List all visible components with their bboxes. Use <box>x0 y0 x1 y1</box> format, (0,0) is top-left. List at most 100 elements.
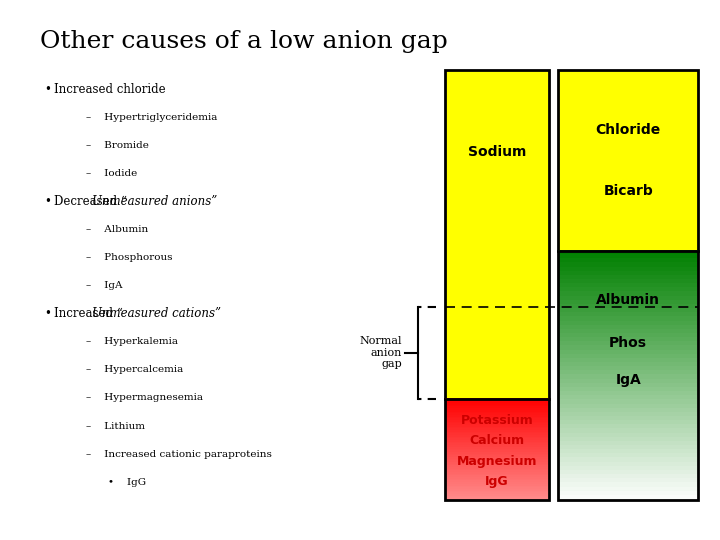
Text: –    Increased cationic paraproteins: – Increased cationic paraproteins <box>86 450 272 458</box>
Bar <box>558 337 698 342</box>
Bar <box>558 420 698 425</box>
Text: –    Lithium: – Lithium <box>86 422 145 430</box>
Bar <box>445 482 549 484</box>
Text: –    Hypermagnesemia: – Hypermagnesemia <box>86 394 203 402</box>
Bar <box>558 453 698 458</box>
Bar <box>558 325 698 329</box>
Bar <box>558 400 698 404</box>
Bar <box>558 445 698 450</box>
Bar <box>558 491 698 495</box>
Bar <box>445 469 549 471</box>
Bar <box>558 283 698 288</box>
Bar <box>558 295 698 300</box>
Text: –    Albumin: – Albumin <box>86 225 148 234</box>
Bar <box>445 445 549 447</box>
Bar <box>445 420 549 422</box>
Text: •: • <box>45 195 52 208</box>
Bar <box>445 435 549 437</box>
Bar <box>558 391 698 396</box>
Bar <box>445 489 549 491</box>
Bar <box>445 411 549 414</box>
Bar <box>445 413 549 415</box>
Bar <box>445 481 549 483</box>
Text: Increased “: Increased “ <box>54 307 122 320</box>
Bar <box>445 458 549 461</box>
Text: Other causes of a low anion gap: Other causes of a low anion gap <box>40 30 447 53</box>
Bar <box>445 403 549 406</box>
Bar <box>445 490 549 493</box>
Bar <box>445 450 549 453</box>
Bar <box>445 496 549 498</box>
Bar <box>558 366 698 371</box>
Bar <box>445 474 549 476</box>
Bar <box>558 449 698 454</box>
Bar <box>445 407 549 409</box>
Bar <box>445 410 549 412</box>
Bar <box>558 428 698 433</box>
Bar <box>558 292 698 296</box>
Text: –    Phosphorous: – Phosphorous <box>86 253 173 262</box>
Bar <box>445 452 549 454</box>
Bar <box>558 349 698 354</box>
Text: IgG: IgG <box>485 475 508 488</box>
Bar <box>558 462 698 467</box>
Bar <box>445 485 549 488</box>
Text: •    IgG: • IgG <box>108 478 146 487</box>
Bar <box>558 70 698 251</box>
Bar <box>445 443 549 446</box>
Bar <box>558 395 698 400</box>
Bar <box>558 329 698 334</box>
Bar <box>558 316 698 321</box>
Bar <box>558 416 698 421</box>
Bar <box>445 422 549 424</box>
Bar <box>445 416 549 419</box>
Bar <box>558 341 698 346</box>
Text: IgA: IgA <box>616 373 641 387</box>
Bar <box>558 424 698 429</box>
Bar <box>558 403 698 408</box>
Bar <box>558 470 698 475</box>
Bar <box>558 478 698 483</box>
Bar <box>558 433 698 437</box>
Text: Chloride: Chloride <box>595 123 661 137</box>
Bar <box>558 279 698 284</box>
Bar <box>558 354 698 359</box>
Bar <box>558 321 698 325</box>
Bar <box>445 438 549 441</box>
Bar <box>445 487 549 489</box>
Text: Bicarb: Bicarb <box>603 184 653 198</box>
Bar <box>445 470 549 472</box>
Bar <box>445 398 549 400</box>
Text: Calcium: Calcium <box>469 435 524 448</box>
Bar <box>558 271 698 275</box>
Text: Normal
anion
gap: Normal anion gap <box>359 336 402 369</box>
Bar <box>445 455 549 457</box>
Bar <box>558 370 698 375</box>
Bar <box>558 287 698 292</box>
Bar <box>558 441 698 446</box>
Bar <box>558 466 698 470</box>
Bar <box>558 457 698 462</box>
Bar <box>558 267 698 271</box>
Bar <box>558 258 698 263</box>
Bar <box>445 467 549 469</box>
Bar <box>445 449 549 451</box>
Bar <box>445 405 549 407</box>
Bar <box>558 474 698 479</box>
Bar <box>558 250 698 255</box>
Bar <box>445 465 549 468</box>
Bar <box>445 464 549 466</box>
Bar <box>445 454 549 456</box>
Bar <box>445 423 549 426</box>
Bar <box>445 492 549 495</box>
Bar <box>558 251 698 500</box>
Text: Unmeasured cations”: Unmeasured cations” <box>92 307 221 320</box>
Bar <box>445 440 549 442</box>
Bar <box>445 418 549 421</box>
Bar <box>445 401 549 404</box>
Bar <box>445 447 549 449</box>
Bar <box>445 497 549 500</box>
Text: Magnesium: Magnesium <box>456 455 537 468</box>
Text: –    Hyperkalemia: – Hyperkalemia <box>86 338 179 346</box>
Text: –    IgA: – IgA <box>86 281 123 290</box>
